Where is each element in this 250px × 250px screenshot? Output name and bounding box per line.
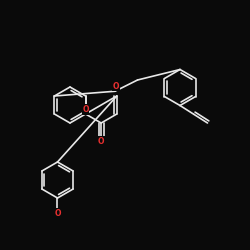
Text: O: O xyxy=(98,136,104,145)
Text: O: O xyxy=(82,105,89,114)
Text: O: O xyxy=(113,82,119,91)
Text: O: O xyxy=(54,209,61,218)
